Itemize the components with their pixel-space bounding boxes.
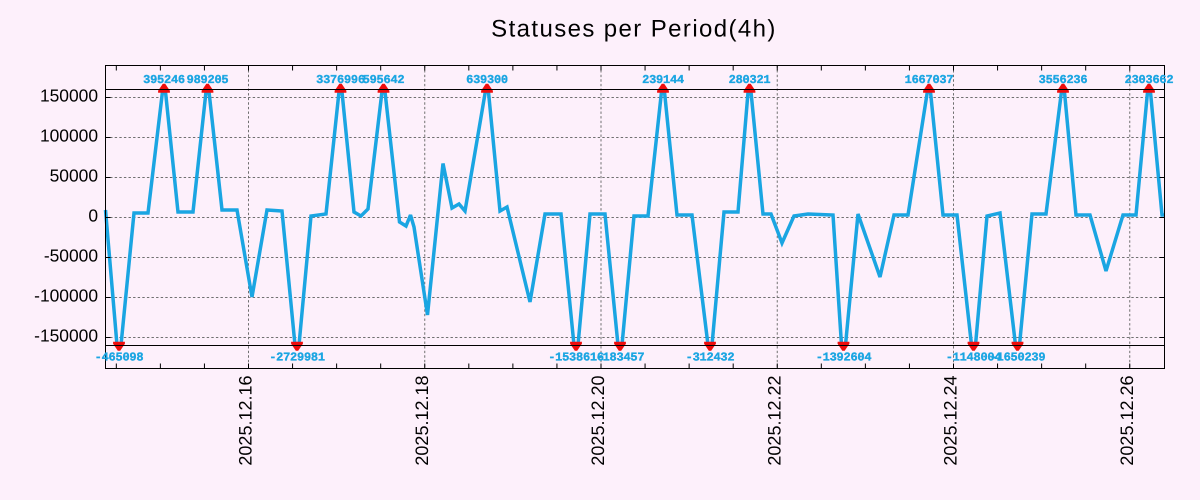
svg-text:50000: 50000 [50,166,98,186]
svg-text:-1538616: -1538616 [548,351,604,365]
svg-text:-312432: -312432 [686,351,735,365]
svg-text:239144: 239144 [642,73,684,87]
svg-text:-1650239: -1650239 [990,351,1046,365]
svg-text:Statuses per Period(4h): Statuses per Period(4h) [491,16,777,43]
svg-text:0: 0 [88,206,98,226]
svg-text:989205: 989205 [187,73,229,87]
svg-text:639300: 639300 [466,73,508,87]
svg-text:2025.12.24: 2025.12.24 [941,376,961,466]
svg-text:100000: 100000 [40,126,98,146]
svg-text:-465098: -465098 [95,351,144,365]
svg-text:-183457: -183457 [596,351,645,365]
svg-text:150000: 150000 [40,86,98,106]
svg-text:-2729981: -2729981 [269,351,325,365]
svg-text:-50000: -50000 [44,246,98,266]
svg-text:2025.12.22: 2025.12.22 [764,376,784,466]
svg-text:2025.12.26: 2025.12.26 [1117,376,1137,466]
svg-text:-150000: -150000 [34,326,98,346]
svg-text:2025.12.18: 2025.12.18 [412,376,432,466]
svg-text:3376996: 3376996 [316,73,365,87]
svg-text:595642: 595642 [363,73,405,87]
svg-text:2025.12.16: 2025.12.16 [236,376,256,466]
svg-text:395246: 395246 [143,73,185,87]
svg-text:-1148004: -1148004 [946,351,1002,365]
svg-text:3556236: 3556236 [1039,73,1088,87]
svg-text:-100000: -100000 [34,286,98,306]
svg-text:1667037: 1667037 [905,73,954,87]
svg-text:2025.12.20: 2025.12.20 [588,376,608,466]
svg-text:2303662: 2303662 [1125,73,1174,87]
svg-text:280321: 280321 [729,73,771,87]
svg-text:-1392604: -1392604 [816,351,872,365]
